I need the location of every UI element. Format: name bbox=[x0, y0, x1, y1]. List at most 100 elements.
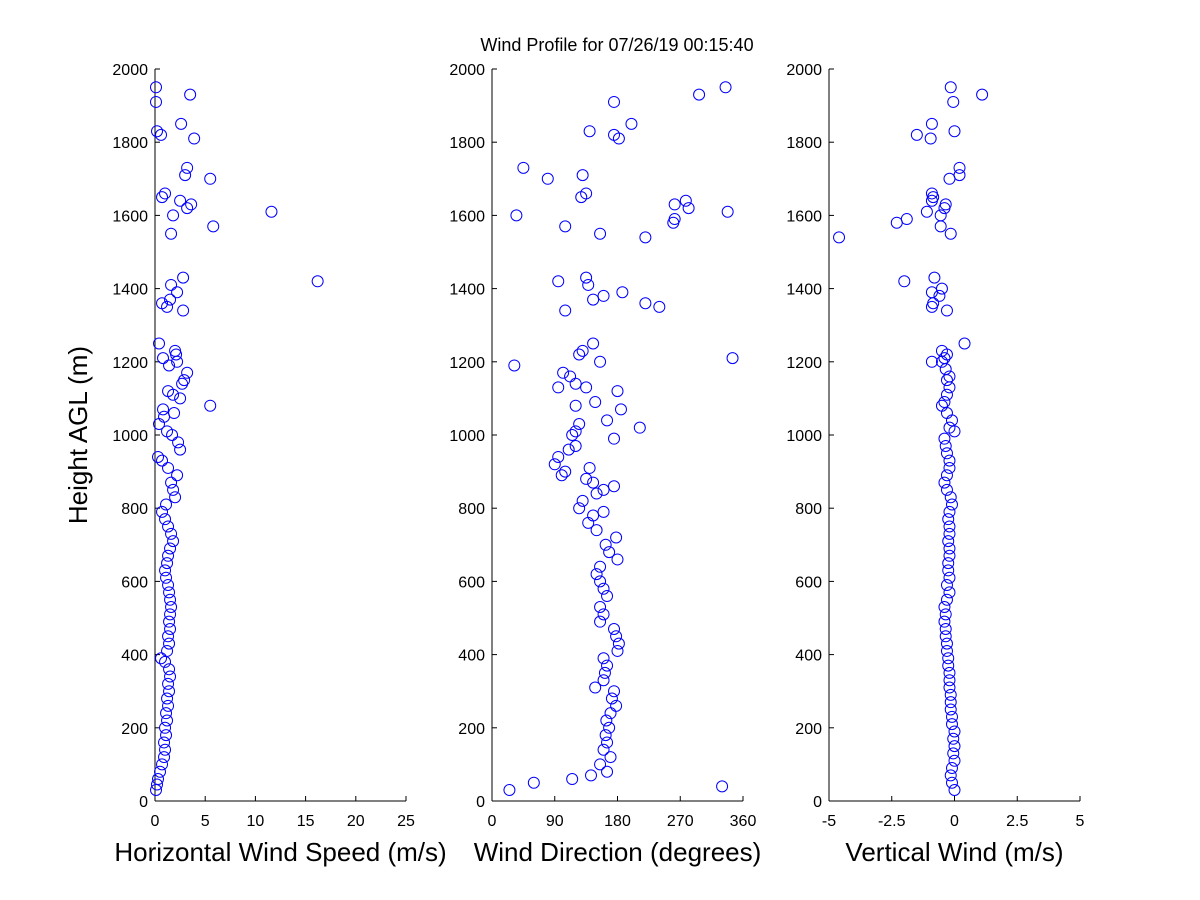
data-point bbox=[833, 231, 846, 244]
data-point bbox=[165, 278, 178, 291]
data-point bbox=[171, 286, 184, 299]
x-tick-label: 0 bbox=[151, 813, 160, 830]
y-tick-label: 1200 bbox=[786, 355, 822, 372]
data-point bbox=[167, 535, 180, 548]
data-point bbox=[944, 227, 957, 240]
y-tick-label: 400 bbox=[121, 648, 148, 665]
data-point bbox=[185, 198, 198, 211]
data-point bbox=[564, 370, 577, 383]
data-point bbox=[940, 579, 953, 592]
x-tick-label: 20 bbox=[347, 813, 365, 830]
data-point bbox=[939, 198, 952, 211]
data-point bbox=[566, 429, 579, 441]
data-point bbox=[944, 491, 957, 504]
data-point bbox=[163, 663, 176, 676]
data-point bbox=[162, 677, 175, 690]
data-point bbox=[587, 293, 600, 306]
data-point bbox=[716, 780, 729, 793]
y-tick-label: 1000 bbox=[786, 428, 822, 445]
data-point bbox=[150, 95, 163, 108]
data-point bbox=[597, 582, 610, 595]
data-point bbox=[948, 725, 961, 738]
data-point bbox=[943, 681, 956, 694]
data-point bbox=[925, 355, 938, 368]
x-tick-label: 5 bbox=[1076, 813, 1085, 830]
data-point bbox=[943, 421, 956, 434]
y-tick-label: 600 bbox=[458, 574, 485, 591]
y-tick-label: 2000 bbox=[449, 62, 485, 79]
panel-3: 0 200 400 600 800 1000 1200 1400 1600 1800 2000 -5 -… bbox=[786, 62, 1084, 867]
data-point bbox=[942, 513, 955, 526]
data-point bbox=[161, 557, 174, 570]
data-point bbox=[160, 498, 173, 511]
data-point bbox=[653, 300, 666, 313]
data-point bbox=[151, 125, 164, 138]
data-point bbox=[168, 407, 181, 420]
data-point bbox=[605, 692, 618, 705]
data-point bbox=[160, 707, 173, 720]
x-tick-label: 90 bbox=[546, 813, 564, 830]
data-point bbox=[614, 403, 627, 416]
data-point bbox=[945, 776, 958, 789]
data-point bbox=[510, 209, 523, 222]
data-point bbox=[594, 758, 607, 771]
data-point bbox=[163, 637, 176, 650]
data-point bbox=[587, 476, 600, 489]
y-tick-label: 1000 bbox=[449, 428, 485, 445]
data-point bbox=[178, 374, 191, 387]
data-point bbox=[943, 571, 956, 584]
data-point bbox=[594, 575, 607, 588]
data-point bbox=[177, 271, 190, 284]
data-point bbox=[181, 161, 194, 174]
data-point bbox=[156, 505, 169, 518]
data-point bbox=[639, 297, 652, 310]
data-point bbox=[152, 773, 165, 786]
data-point bbox=[611, 385, 624, 398]
y-tick-label: 1800 bbox=[786, 135, 822, 152]
data-point bbox=[162, 520, 175, 533]
data-point bbox=[940, 388, 953, 401]
data-point bbox=[668, 198, 681, 211]
data-point bbox=[958, 337, 971, 350]
data-point bbox=[943, 527, 956, 540]
data-point bbox=[940, 483, 953, 496]
data-point bbox=[573, 502, 586, 515]
data-point bbox=[576, 344, 589, 357]
data-point bbox=[587, 509, 600, 522]
y-tick-label: 0 bbox=[139, 794, 148, 811]
data-point bbox=[938, 615, 951, 628]
y-tick-label: 600 bbox=[121, 574, 148, 591]
data-point bbox=[608, 432, 621, 445]
data-point bbox=[163, 615, 176, 628]
data-point bbox=[552, 275, 565, 288]
data-point bbox=[566, 773, 579, 786]
x-axis-label: Vertical Wind (m/s) bbox=[845, 837, 1063, 867]
data-point bbox=[163, 586, 176, 599]
data-point bbox=[604, 751, 617, 764]
data-point bbox=[943, 461, 956, 474]
data-point bbox=[552, 381, 565, 394]
y-tick-label: 1400 bbox=[449, 282, 485, 299]
data-point bbox=[679, 194, 692, 207]
data-point bbox=[155, 128, 168, 141]
data-point bbox=[552, 450, 565, 463]
data-point bbox=[161, 644, 174, 657]
data-point bbox=[580, 381, 593, 394]
data-point bbox=[953, 161, 966, 174]
data-point bbox=[947, 747, 960, 760]
data-point bbox=[608, 95, 621, 108]
data-point bbox=[164, 608, 177, 621]
y-tick-label: 1400 bbox=[112, 282, 148, 299]
data-point bbox=[610, 531, 623, 544]
data-point bbox=[910, 128, 923, 141]
data-point bbox=[162, 630, 175, 643]
y-tick-label: 800 bbox=[458, 501, 485, 518]
data-point bbox=[597, 608, 610, 621]
data-point bbox=[939, 608, 952, 621]
data-point bbox=[900, 213, 913, 226]
x-tick-label: 10 bbox=[247, 813, 265, 830]
data-point bbox=[165, 476, 178, 489]
data-point bbox=[184, 88, 197, 101]
y-tick-label: 1600 bbox=[786, 208, 822, 225]
data-point bbox=[162, 385, 175, 398]
